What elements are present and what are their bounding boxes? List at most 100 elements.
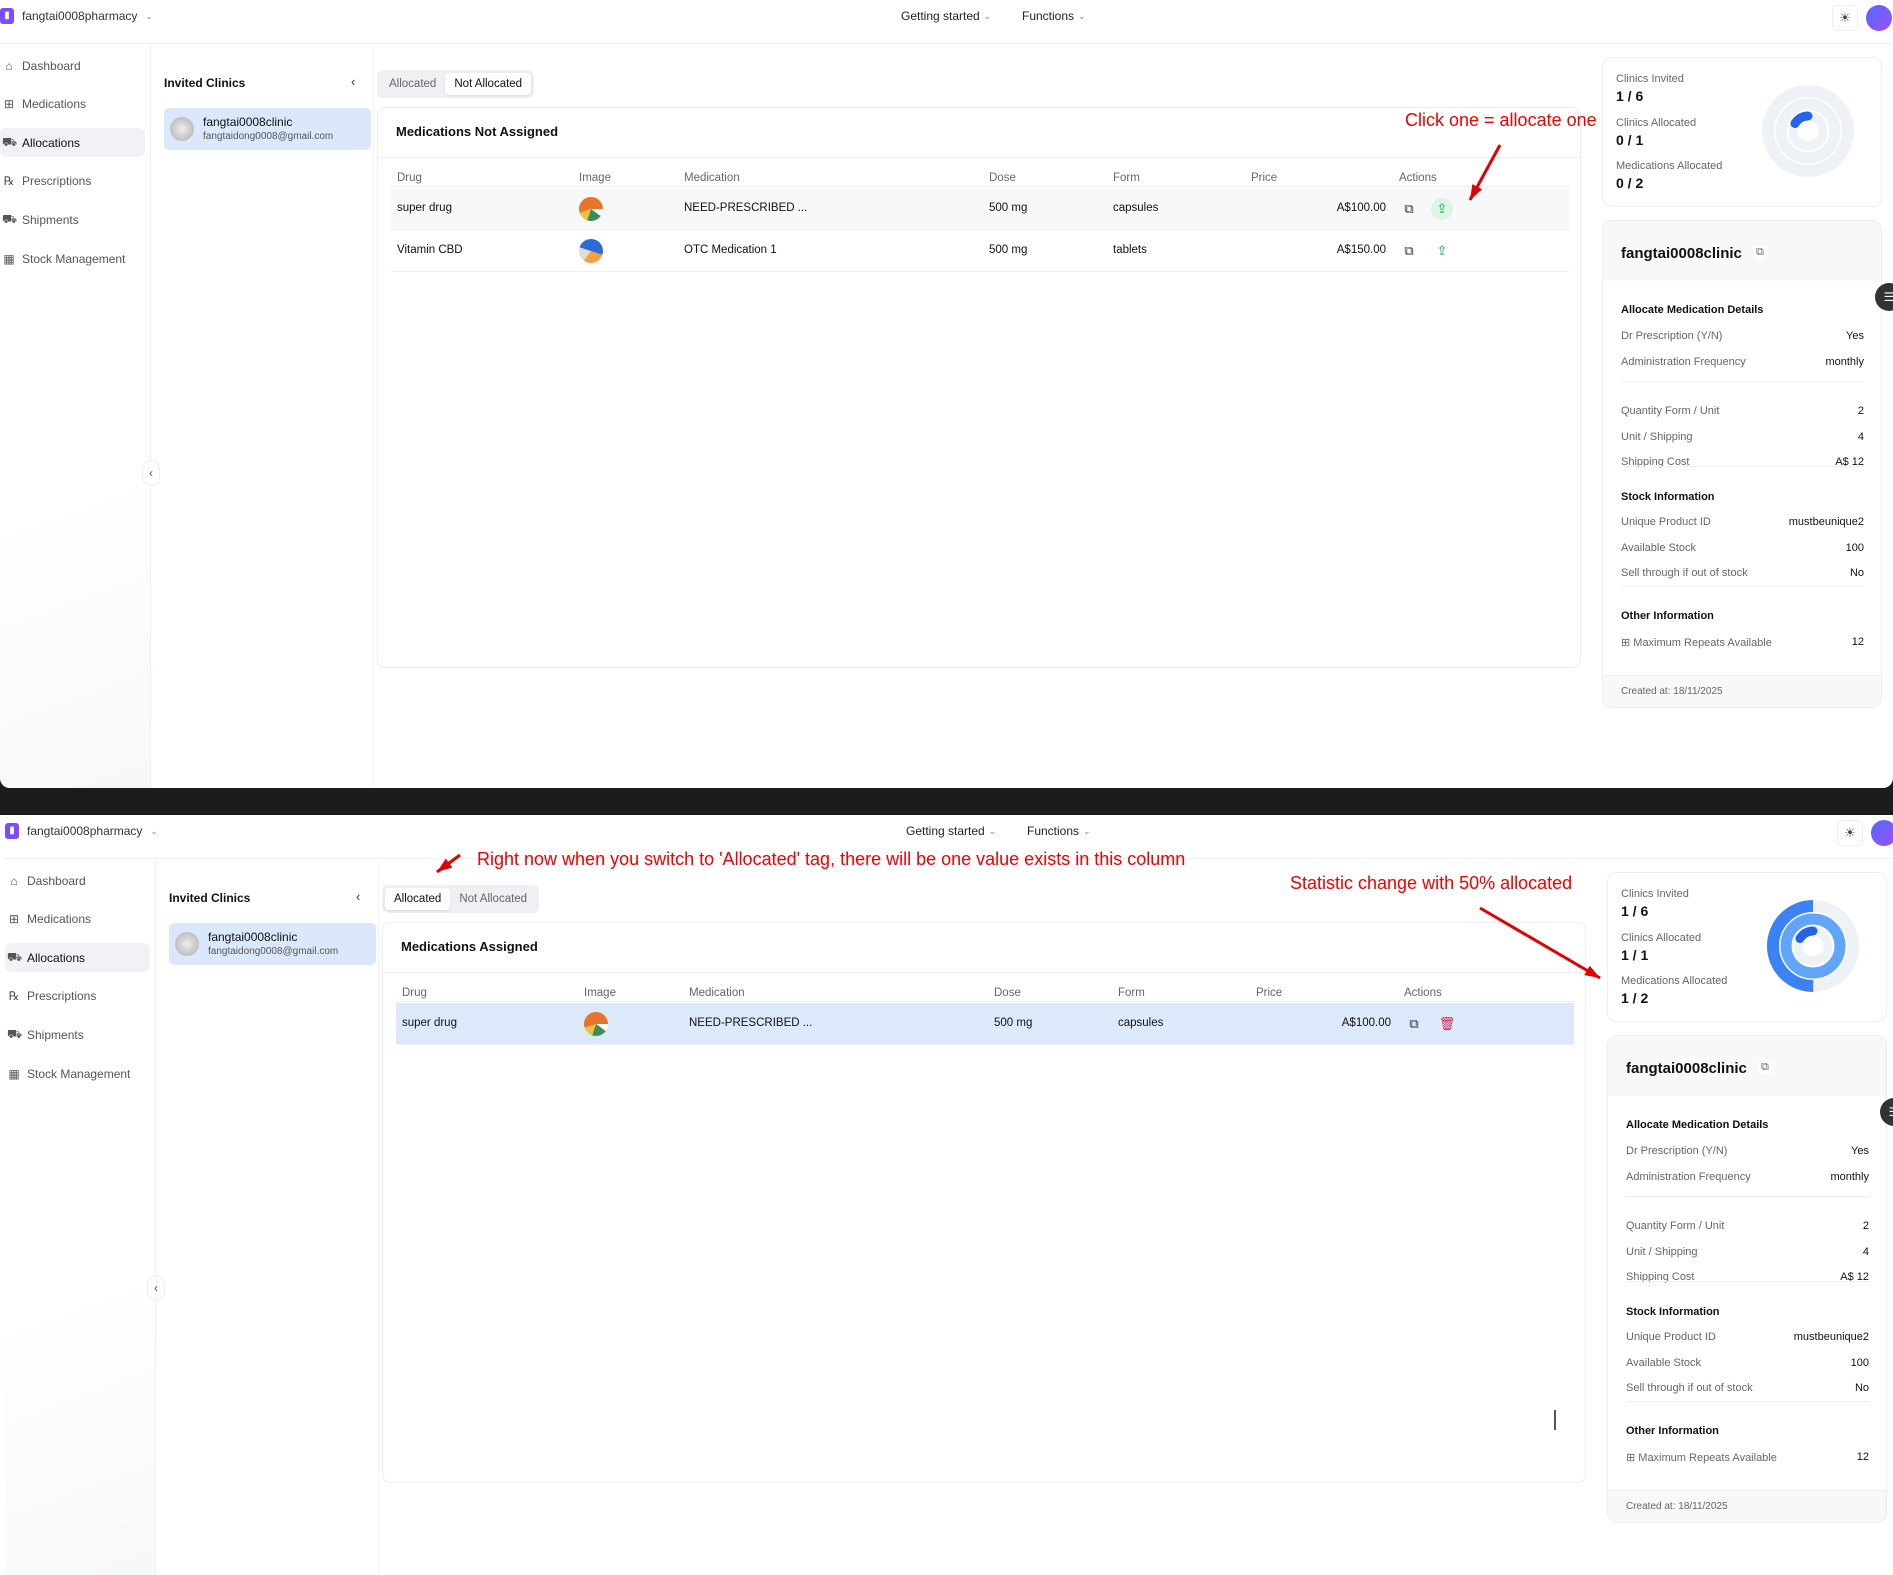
detail-key: Dr Prescription (Y/N) — [1626, 1145, 1728, 1157]
annotation-text: Right now when you switch to 'Allocated'… — [477, 849, 1186, 869]
detail-key: Unique Product ID — [1621, 516, 1711, 528]
menu-fab-icon[interactable]: ☰ — [1880, 1098, 1893, 1126]
stat-label: Clinics Allocated — [1621, 931, 1702, 944]
tab-allocated[interactable]: Allocated — [385, 888, 451, 910]
copy-icon[interactable]: ⧉ — [1404, 243, 1414, 258]
statistics-card: Clinics Invited 1 / 6 Clinics Allocated 1… — [1607, 872, 1887, 1022]
copy-icon[interactable]: ⧉ — [1409, 1016, 1419, 1031]
sidebar-item-shipments[interactable]: ⛟ Shipments — [0, 205, 145, 234]
nav-functions[interactable]: Functions ⌄ — [1022, 9, 1086, 23]
collapse-clinics-chevron-left-icon[interactable]: ‹ — [351, 74, 356, 89]
truck-icon: ⛟ — [7, 949, 23, 964]
sidebar-item-stock-management[interactable]: ▦ Stock Management — [5, 1059, 150, 1088]
sidebar-item-dashboard[interactable]: ⌂ Dashboard — [5, 866, 150, 895]
copy-icon[interactable]: ⧉ — [1753, 246, 1767, 259]
sidebar-item-prescriptions[interactable]: ℞ Prescriptions — [5, 982, 150, 1011]
right-column: Clinics Invited 1 / 6 Clinics Allocated 0… — [1600, 44, 1893, 788]
clinic-name: fangtai0008clinic — [208, 930, 298, 944]
sidebar-item-stock-management[interactable]: ▦ Stock Management — [0, 244, 145, 273]
annotation-arrow — [1479, 906, 1601, 980]
section-title: Stock Information — [1621, 491, 1715, 503]
ring-track — [1762, 85, 1854, 177]
stock-icon: ▦ — [8, 1066, 20, 1081]
column-header-image: Image — [579, 172, 611, 184]
nav-label: Functions — [1022, 9, 1075, 23]
detail-row: Quantity Form / Unit 2 — [1626, 1220, 1869, 1232]
detail-key: Shipping Cost — [1621, 456, 1690, 468]
detail-key: Administration Frequency — [1626, 1170, 1751, 1183]
detail-row: ⊞ Maximum Repeats Available 12 — [1621, 636, 1864, 649]
allocate-upload-icon[interactable]: ⇪ — [1436, 243, 1448, 258]
shipment-icon: ⛟ — [7, 1026, 23, 1041]
invited-clinics-title: Invited Clinics — [169, 891, 251, 905]
stat-label: Clinics Invited — [1616, 73, 1684, 85]
rx-icon: ℞ — [8, 989, 20, 1004]
delete-trash-icon[interactable]: 🗑 — [1438, 1016, 1456, 1031]
copy-icon[interactable]: ⧉ — [1404, 201, 1414, 216]
tab-not-allocated[interactable]: Not Allocated — [459, 893, 528, 905]
collapse-sidebar-chevron-left-icon[interactable]: ‹ — [142, 460, 160, 486]
clinic-details-name: fangtai0008clinic — [1626, 1060, 1747, 1077]
detail-key: Sell through if out of stock — [1626, 1382, 1753, 1394]
detail-row: Sell through if out of stock No — [1626, 1382, 1869, 1394]
sidebar-item-allocations[interactable]: ⛟ Allocations — [5, 943, 150, 973]
annotation-arrow — [1468, 144, 1502, 201]
sidebar-item-shipments[interactable]: ⛟ Shipments — [5, 1020, 150, 1049]
sidebar-item-dashboard[interactable]: ⌂ Dashboard — [0, 51, 145, 80]
tab-not-allocated[interactable]: Not Allocated — [445, 73, 532, 95]
user-avatar[interactable] — [1866, 5, 1892, 31]
nav-getting-started[interactable]: Getting started ⌄ — [906, 824, 996, 838]
theme-toggle-sun-icon[interactable]: ☀ — [1832, 5, 1858, 31]
pharmacy-logo-icon: ▮ — [0, 8, 14, 24]
pharmacy-switcher[interactable]: ▮ fangtai0008pharmacy ⌄ — [5, 823, 158, 839]
sidebar-item-label: Prescriptions — [22, 174, 92, 189]
detail-key: Quantity Form / Unit — [1626, 1220, 1725, 1232]
copy-icon[interactable]: ⧉ — [1758, 1061, 1772, 1074]
sidebar-item-label: Allocations — [22, 135, 81, 150]
detail-row: Dr Prescription (Y/N) Yes — [1626, 1145, 1869, 1157]
allocation-tabs: Allocated Not Allocated — [382, 885, 540, 913]
section-title: Other Information — [1626, 1425, 1719, 1437]
stat-value: 0 / 2 — [1616, 175, 1644, 191]
user-avatar[interactable] — [1871, 820, 1893, 846]
allocation-tabs: Allocated Not Allocated — [377, 70, 535, 98]
medication-cell: OTC Medication 1 — [684, 244, 777, 256]
ring-progress-2 — [1788, 111, 1828, 151]
clinic-list-item[interactable]: fangtai0008clinic fangtaidong0008@gmail.… — [169, 923, 376, 965]
tab-allocated[interactable]: Allocated — [389, 78, 437, 90]
price-cell: A$100.00 — [1336, 202, 1386, 214]
detail-key: Administration Frequency — [1621, 355, 1746, 368]
detail-row: Unit / Shipping 4 — [1621, 431, 1864, 443]
detail-key: Shipping Cost — [1626, 1271, 1695, 1283]
table-row[interactable]: super drug NEED-PRESCRIBED ... 500 mg ca… — [396, 1003, 1574, 1045]
medications-table-card: Medications Not Assigned Drug Image Medicat… — [377, 107, 1581, 668]
column-header-dose: Dose — [989, 172, 1016, 184]
medication-icon: ⊞ — [3, 97, 15, 112]
pharmacy-switcher[interactable]: ▮ fangtai0008pharmacy ⌄ — [0, 8, 153, 24]
medication-image — [584, 1012, 608, 1036]
menu-fab-icon[interactable]: ☰ — [1875, 283, 1893, 311]
nav-getting-started[interactable]: Getting started ⌄ — [901, 9, 991, 23]
chevron-down-icon: ⌄ — [988, 825, 997, 836]
sidebar-item-medications[interactable]: ⊞ Medications — [5, 905, 150, 934]
sidebar-item-label: Shipments — [22, 212, 79, 227]
theme-toggle-sun-icon[interactable]: ☀ — [1837, 820, 1863, 846]
clinic-list-item[interactable]: fangtai0008clinic fangtaidong0008@gmail.… — [164, 108, 371, 150]
allocate-upload-icon[interactable]: ⇪ — [1431, 198, 1453, 220]
invited-clinics-title: Invited Clinics — [164, 76, 246, 90]
nav-functions[interactable]: Functions ⌄ — [1027, 824, 1091, 838]
form-cell: capsules — [1113, 202, 1159, 214]
sidebar-item-prescriptions[interactable]: ℞ Prescriptions — [0, 167, 145, 196]
column-header-medication: Medication — [684, 172, 740, 184]
screenshot-after: ▮ fangtai0008pharmacy ⌄ Getting started ⌄ F… — [0, 815, 1893, 1575]
sidebar-item-medications[interactable]: ⊞ Medications — [0, 90, 145, 119]
dose-cell: 500 mg — [989, 202, 1028, 214]
table-row[interactable]: Vitamin CBD OTC Medication 1 500 mg tabl… — [391, 230, 1569, 272]
collapse-clinics-chevron-left-icon[interactable]: ‹ — [356, 889, 361, 904]
sidebar-item-allocations[interactable]: ⛟ Allocations — [0, 128, 145, 158]
collapse-sidebar-chevron-left-icon[interactable]: ‹ — [147, 1275, 165, 1301]
table-row[interactable]: super drug NEED-PRESCRIBED ... 500 mg ca… — [391, 188, 1569, 230]
column-header-price: Price — [1256, 987, 1283, 999]
clinic-email: fangtaidong0008@gmail.com — [203, 131, 334, 142]
stock-icon: ▦ — [3, 251, 15, 266]
